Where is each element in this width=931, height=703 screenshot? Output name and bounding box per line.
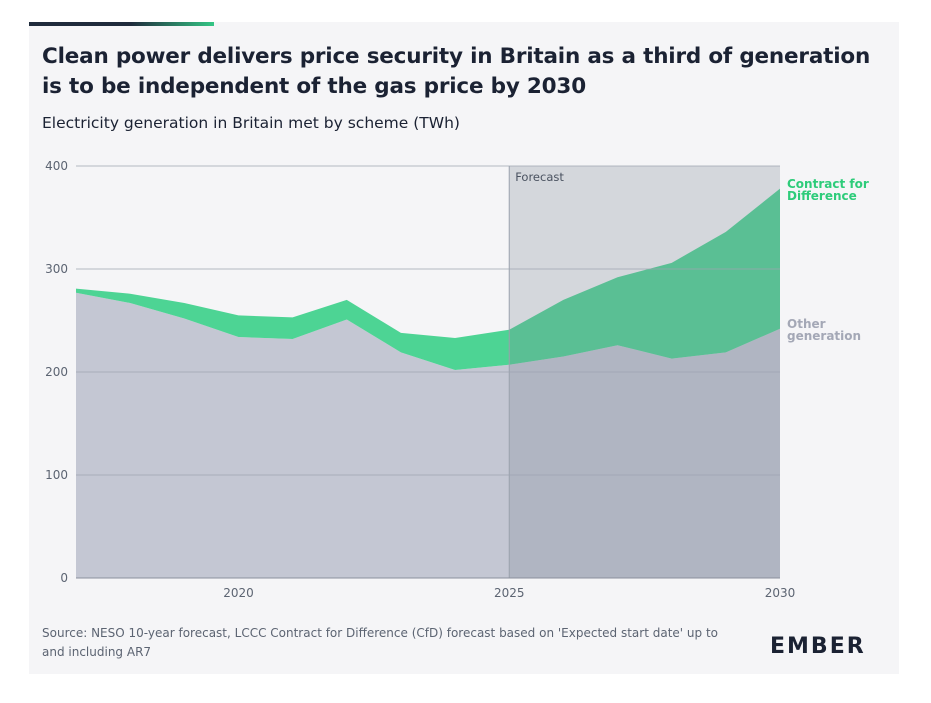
accent-bar — [29, 22, 214, 26]
source-note: Source: NESO 10-year forecast, LCCC Cont… — [42, 626, 718, 659]
chart-subtitle: Electricity generation in Britain met by… — [42, 114, 460, 132]
y-tick-label: 200 — [45, 365, 68, 379]
logo-text: EMBER — [770, 634, 866, 659]
series-label-other-generation: Other generation — [787, 317, 861, 343]
ember-logo: EMBER — [770, 634, 866, 659]
forecast-label: Forecast — [515, 170, 564, 184]
chart-card: Clean power delivers price security in B… — [29, 22, 899, 674]
y-tick-label: 100 — [45, 468, 68, 482]
area-contract-for-difference — [76, 188, 780, 370]
y-tick-label: 400 — [45, 159, 68, 173]
y-tick-label: 300 — [45, 262, 68, 276]
series-label-contract-for-difference: Contract for Difference — [787, 177, 869, 203]
x-tick-label: 2020 — [223, 586, 254, 600]
x-tick-label: 2030 — [765, 586, 796, 600]
chart-title: Clean power delivers price security in B… — [42, 44, 871, 99]
area-other-generation — [76, 292, 780, 578]
y-tick-label: 0 — [60, 571, 68, 585]
area-chart: 0 100 200 300 400 2020 2025 2030 Forecast Contrac… — [45, 159, 869, 600]
x-tick-label: 2025 — [494, 586, 525, 600]
